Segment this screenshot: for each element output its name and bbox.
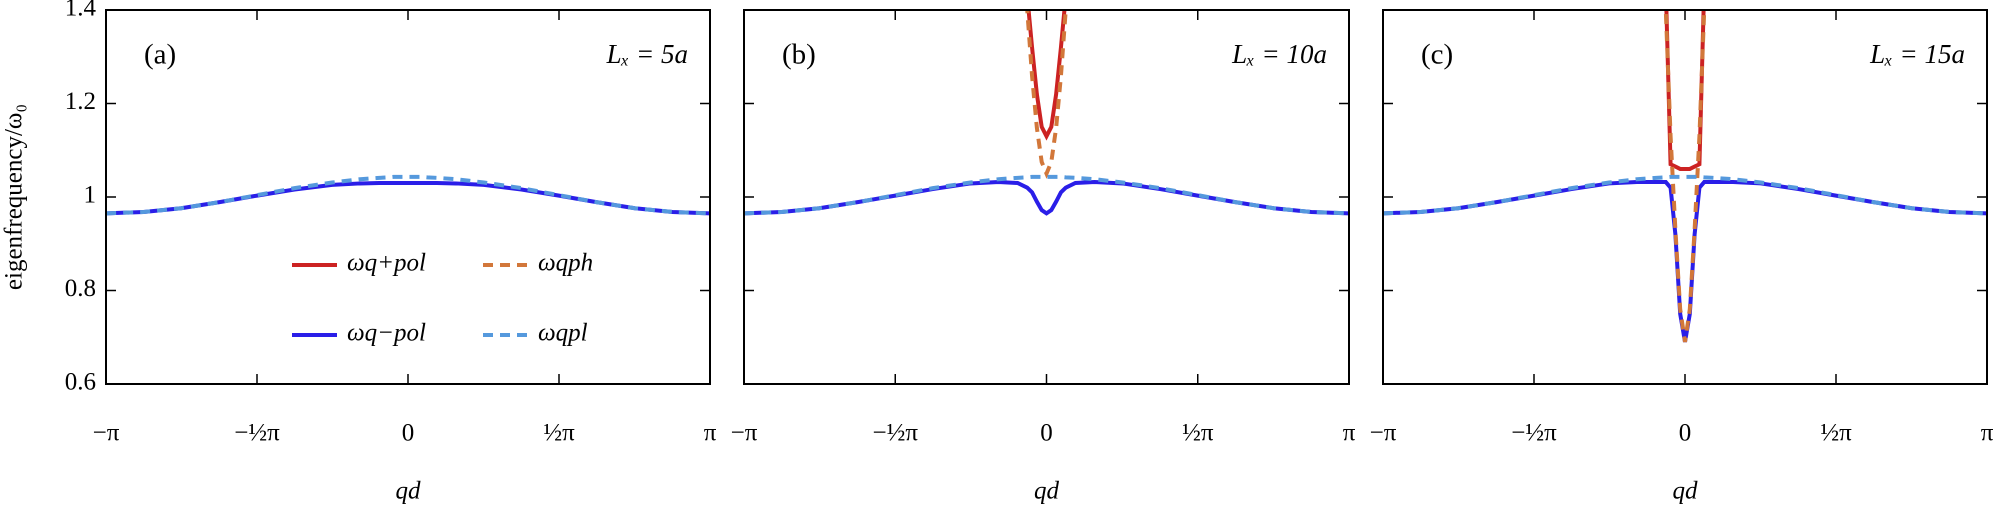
x-axis-label: qd: [1034, 478, 1060, 505]
panel-label: (b): [782, 39, 816, 71]
x-tick-label: −½π: [873, 420, 919, 447]
plot-area: [1383, 10, 1987, 343]
x-tick-label: −½π: [234, 420, 280, 447]
series-line: [106, 180, 710, 216]
x-tick-label: 0: [1679, 420, 1692, 447]
x-tick-label: 0: [1040, 420, 1053, 447]
x-tick-label: −π: [731, 420, 758, 447]
frame: [105, 9, 711, 385]
legend-label: ωqpl: [538, 320, 588, 347]
series-line: [744, 180, 1349, 216]
series-line: [1026, 10, 1067, 141]
y-tick-label: 0.8: [65, 275, 96, 302]
series-line: [1383, 174, 1987, 216]
x-tick-label: −½π: [1511, 420, 1557, 447]
y-tick-label: 1.2: [65, 88, 96, 115]
series-line: [1025, 10, 1068, 179]
x-tick-label: −π: [1370, 420, 1397, 447]
x-tick-label: ½π: [543, 420, 575, 447]
x-tick-label: ½π: [1182, 420, 1214, 447]
annotation: Lₓ = 5a: [606, 39, 688, 69]
x-tick-label: π: [704, 420, 717, 447]
series-line: [1663, 10, 1707, 343]
x-tick-label: ½π: [1820, 420, 1852, 447]
annotation: Lₓ = 10a: [1231, 39, 1327, 69]
y-tick-label: 1: [84, 182, 97, 209]
x-axis-label: qd: [396, 478, 422, 505]
x-tick-label: −π: [93, 420, 120, 447]
y-axis-label: eigenfrequency/ω₀: [1, 104, 28, 290]
panel-label: (a): [144, 39, 176, 71]
annotation: Lₓ = 15a: [1869, 39, 1965, 69]
legend-label: ωq+pol: [347, 250, 426, 277]
series-line: [1664, 10, 1706, 171]
legend-label: ωq−pol: [347, 320, 426, 347]
x-axis-label: qd: [1673, 478, 1699, 505]
series-line: [744, 174, 1349, 216]
x-tick-label: π: [1981, 420, 1994, 447]
legend-label: ωqph: [538, 250, 593, 277]
frame: [743, 9, 1350, 385]
frame: [1382, 9, 1988, 385]
x-tick-label: π: [1343, 420, 1356, 447]
y-tick-label: 0.6: [65, 369, 96, 396]
y-tick-label: 1.4: [65, 0, 97, 22]
x-tick-label: 0: [402, 420, 415, 447]
plot-area: [106, 174, 710, 216]
series-line: [106, 174, 710, 216]
plot-area: [744, 10, 1349, 216]
panel-label: (c): [1421, 39, 1453, 71]
